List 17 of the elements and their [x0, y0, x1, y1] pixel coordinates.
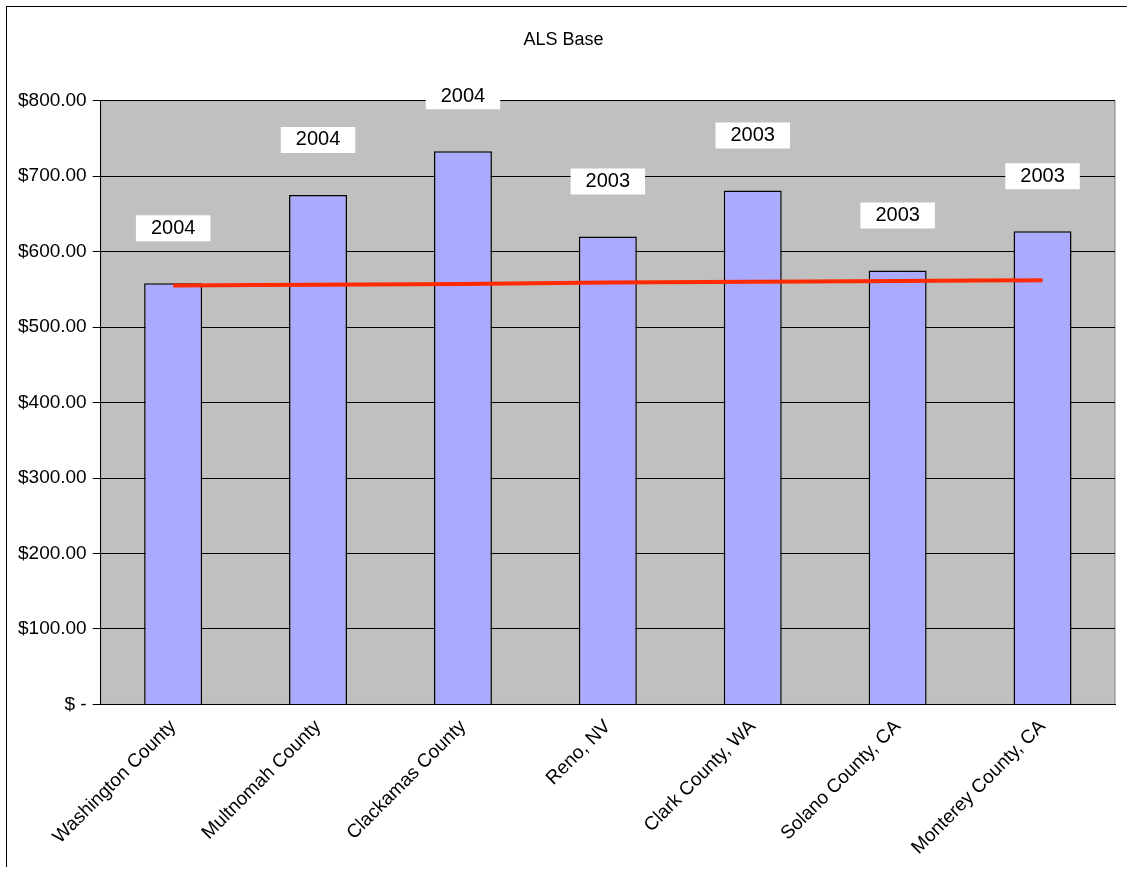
y-tick-label: $500.00 [17, 315, 87, 337]
y-tick-label: $100.00 [17, 617, 87, 639]
annotation: 2003 [585, 168, 631, 191]
y-tick-label: $200.00 [17, 541, 87, 563]
y-tick-label: $700.00 [17, 164, 87, 186]
annotation: 2004 [440, 83, 486, 106]
y-tick-label: $600.00 [17, 239, 87, 261]
y-tick-label: $300.00 [17, 466, 87, 488]
y-tick-label: $400.00 [17, 390, 87, 412]
annotation: 2003 [1020, 163, 1065, 186]
annotation: 2003 [730, 122, 775, 145]
y-tick-label: $800.00 [17, 88, 87, 110]
annotation: 2003 [875, 202, 920, 225]
chart-title: ALS Base [523, 28, 604, 49]
annotation: 2004 [295, 127, 341, 150]
y-tick-label: $ - [64, 692, 87, 714]
annotation: 2004 [150, 215, 196, 238]
